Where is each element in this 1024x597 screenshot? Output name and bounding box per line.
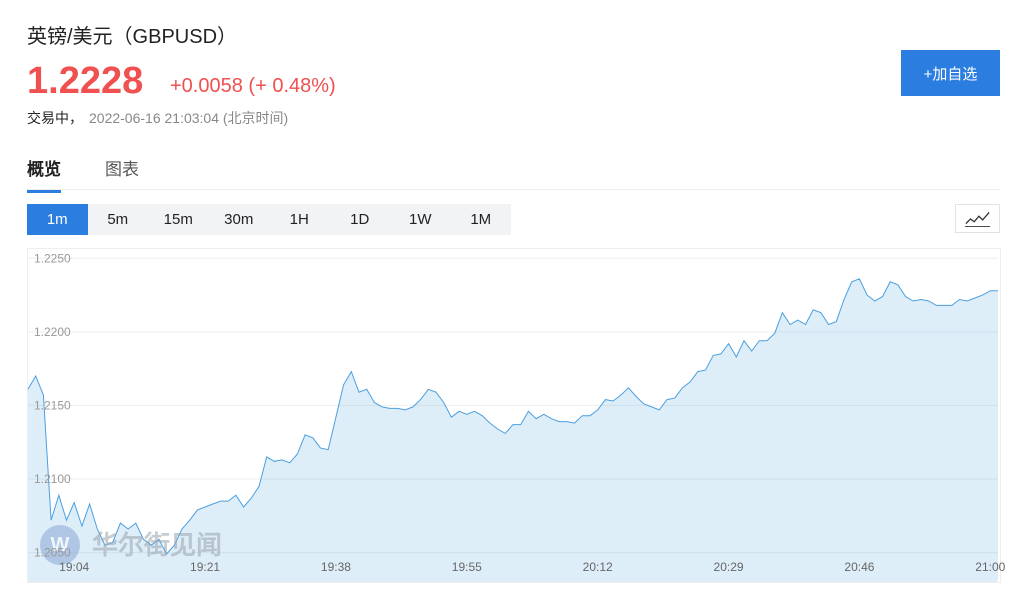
y-tick-label: 1.2050 <box>34 546 71 560</box>
x-tick-label: 21:00 <box>975 560 1005 574</box>
x-tick-label: 19:38 <box>321 560 351 574</box>
change-pct: (+ 0.48%) <box>248 75 336 97</box>
x-tick-label: 20:12 <box>583 560 613 574</box>
change-value: +0.0058 <box>170 75 243 97</box>
interval-button[interactable]: 1m <box>27 204 88 235</box>
chart-style-button[interactable] <box>955 204 1000 233</box>
interval-button[interactable]: 15m <box>163 211 193 228</box>
x-tick-label: 20:29 <box>714 560 744 574</box>
y-tick-label: 1.2150 <box>34 398 71 412</box>
interval-button[interactable]: 1W <box>409 211 432 228</box>
add-watchlist-button[interactable]: +加自选 <box>901 50 1000 96</box>
chart-style-icon <box>965 212 990 225</box>
watermark-logo-text: W <box>51 534 70 556</box>
plot-frame <box>27 248 1001 583</box>
title: 英镑/美元（GBPUSD） <box>27 26 238 48</box>
interval-button[interactable]: 1D <box>350 211 370 228</box>
line <box>27 278 998 555</box>
x-tick-label: 19:21 <box>190 560 220 574</box>
timestamp: 2022-06-16 21:03:04 (北京时间) <box>89 110 289 126</box>
interval-button[interactable]: 1H <box>289 211 309 228</box>
change: +0.0058 (+ 0.48%) <box>170 75 336 98</box>
price: 1.2228 <box>27 60 144 102</box>
y-tick-label: 1.2100 <box>34 472 71 486</box>
watermark-text: 华尔街见闻 <box>92 530 222 561</box>
interval-button[interactable]: 30m <box>224 211 254 228</box>
tabs: 概览 图表 <box>27 155 139 193</box>
tab[interactable]: 图表 <box>105 160 139 179</box>
interval-button[interactable]: 5m <box>107 211 129 228</box>
x-tick-label: 20:46 <box>844 560 874 574</box>
area <box>28 278 998 582</box>
interval-button[interactable]: 1M <box>470 211 492 228</box>
status: 交易中， <box>27 110 83 126</box>
x-tick-label: 19:04 <box>59 560 89 574</box>
y-tick-label: 1.2250 <box>34 251 71 265</box>
y-tick-label: 1.2200 <box>34 325 71 339</box>
divider <box>27 189 1000 190</box>
tab[interactable]: 概览 <box>27 155 61 193</box>
interval-bar: 1m 5m 15m 30m 1H 1D 1W 1M <box>27 204 511 235</box>
watermark: W 华尔街见闻 <box>40 525 222 565</box>
x-tick-label: 19:55 <box>452 560 482 574</box>
watermark-logo <box>40 525 80 565</box>
